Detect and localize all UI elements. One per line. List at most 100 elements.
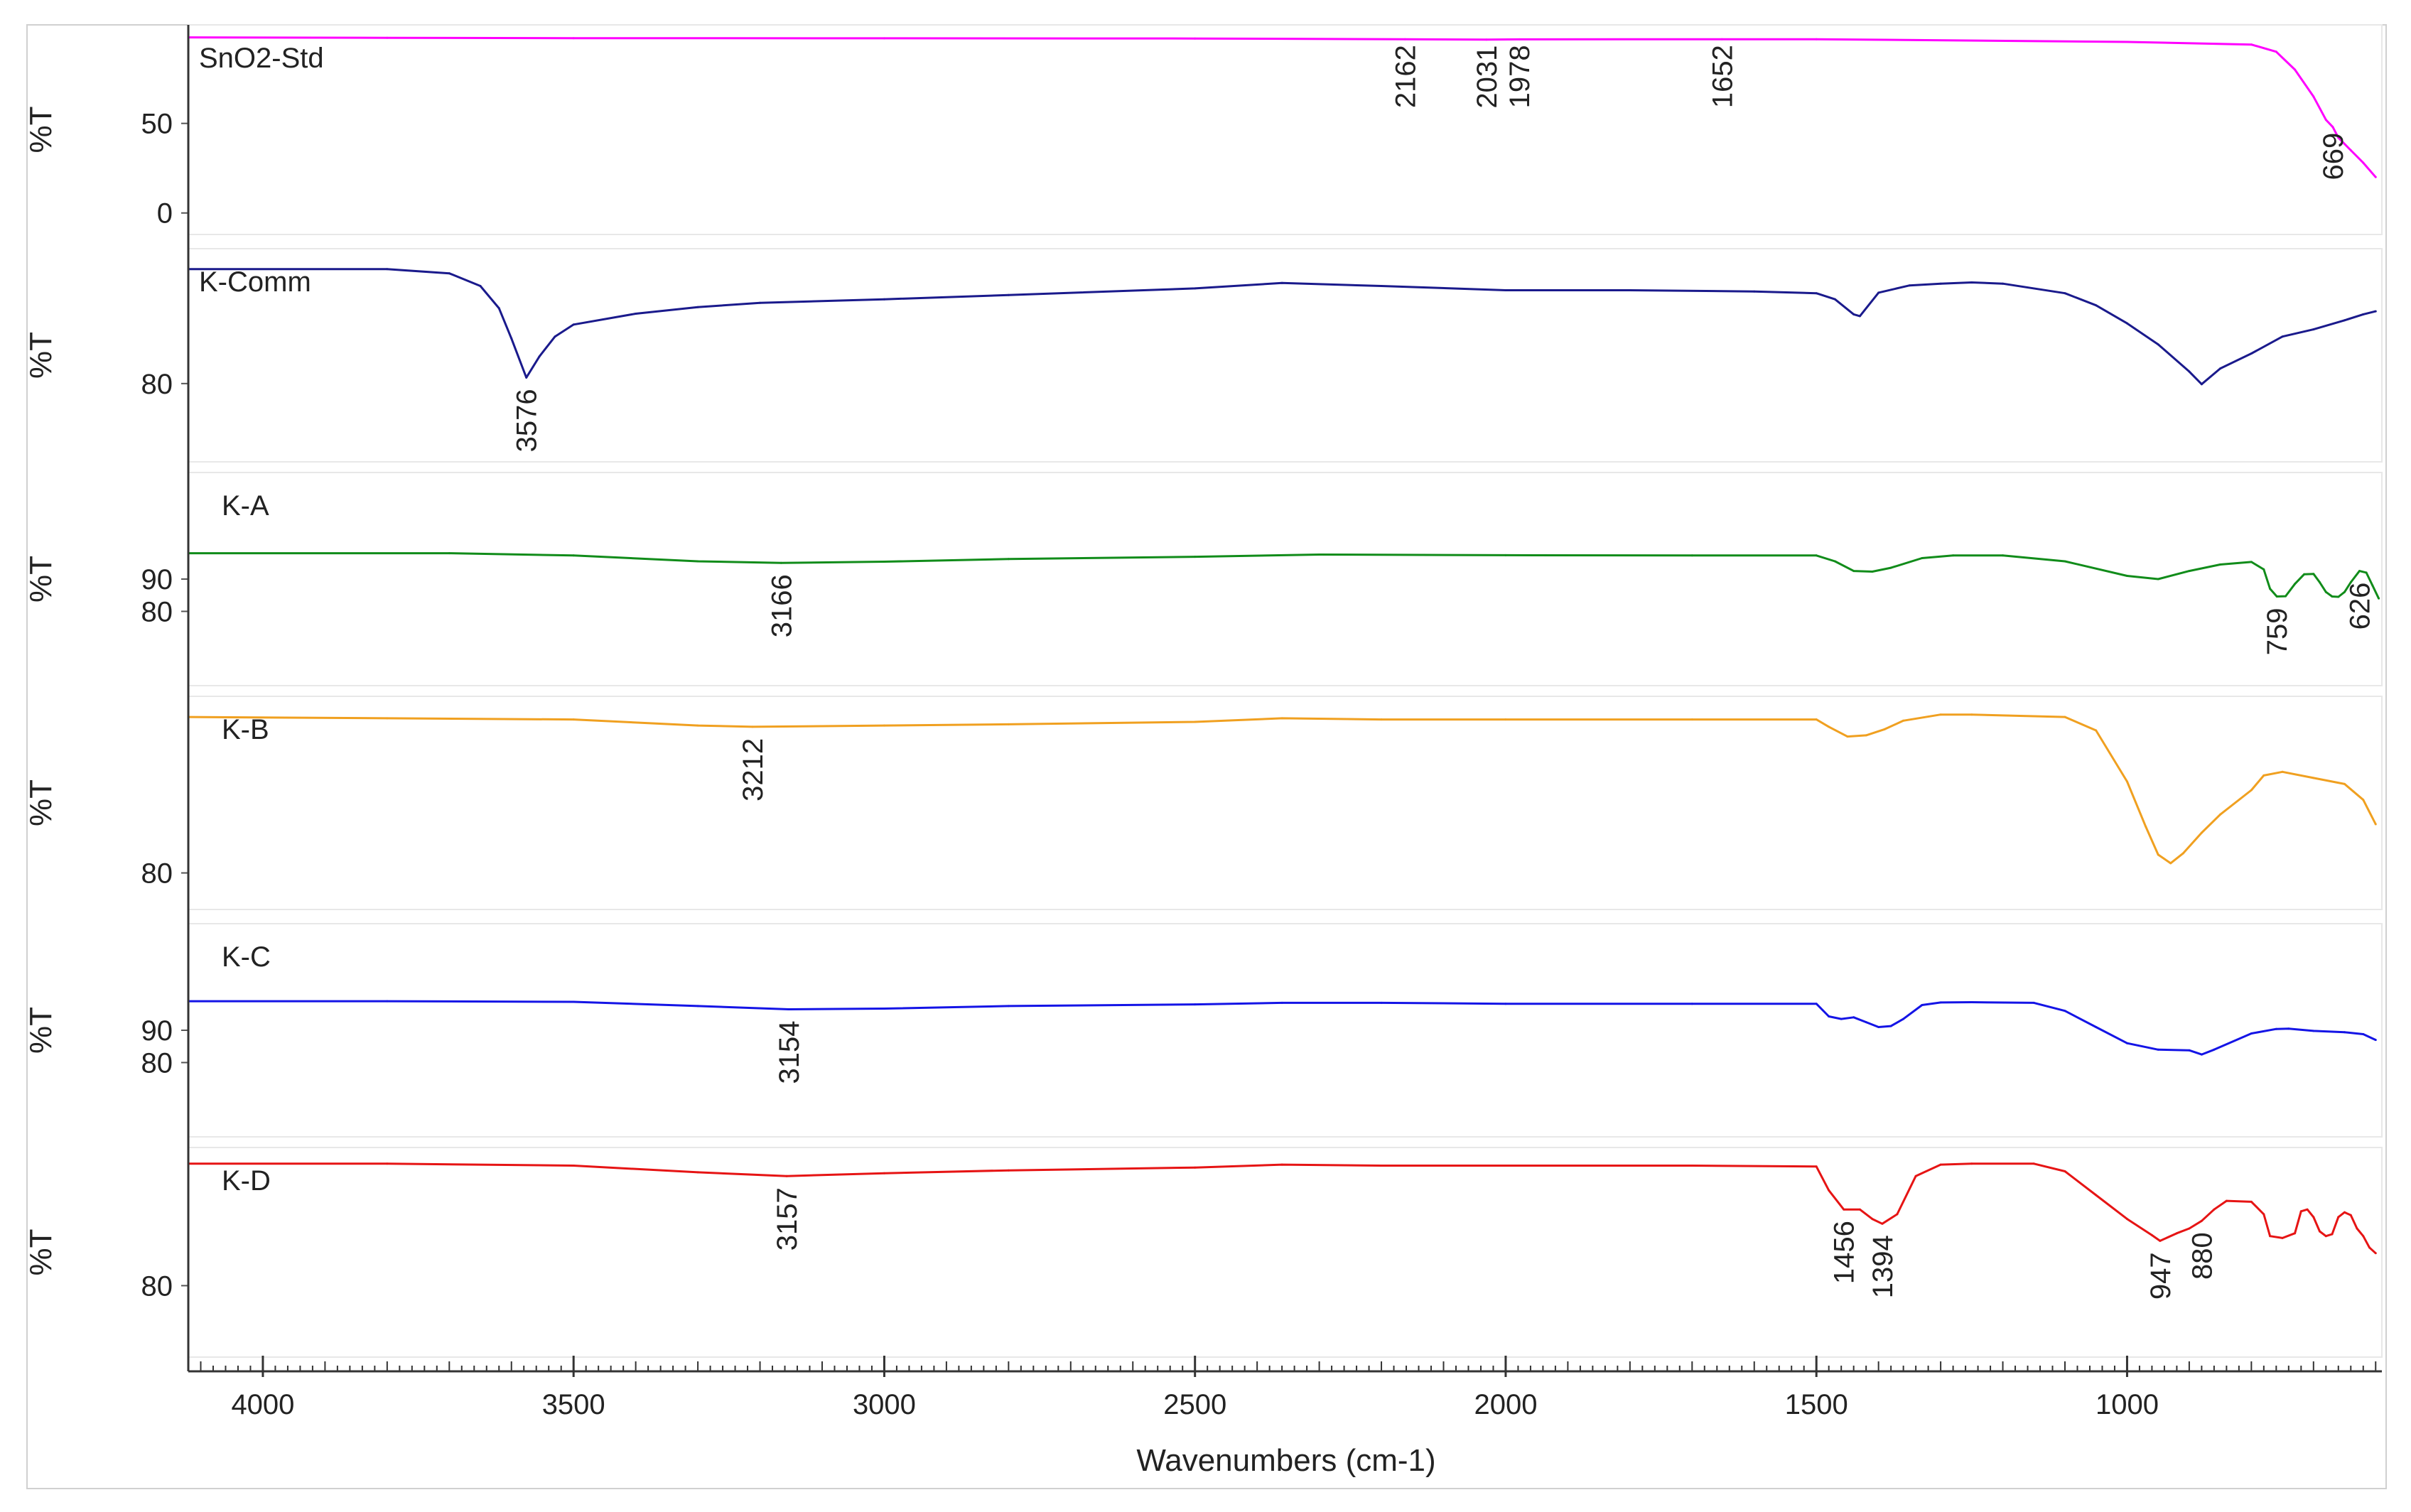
data-point-sno2-std-8 bbox=[1720, 38, 1723, 40]
x-tick-label-2000: 2000 bbox=[1474, 1389, 1537, 1420]
x-tick-label-3000: 3000 bbox=[853, 1389, 916, 1420]
data-point-sno2-std-11 bbox=[2250, 43, 2253, 46]
data-point-k-c-24 bbox=[2064, 1010, 2066, 1012]
data-point-k-b-30 bbox=[2262, 774, 2265, 777]
data-point-sno2-std-2 bbox=[572, 37, 575, 40]
y-axis-label-k-c: %T bbox=[23, 1007, 58, 1054]
data-point-k-b-8 bbox=[1280, 717, 1283, 720]
data-point-sno2-std-18 bbox=[2349, 149, 2352, 151]
data-point-k-d-50 bbox=[2374, 1252, 2377, 1255]
peak-label-k-a-626: 626 bbox=[2345, 583, 2376, 630]
data-point-k-b-32 bbox=[2312, 777, 2315, 779]
data-point-k-comm-8 bbox=[554, 335, 556, 338]
data-point-k-b-11 bbox=[1690, 718, 1693, 721]
data-point-k-b-7 bbox=[1194, 720, 1197, 723]
series-line-k-c bbox=[188, 1000, 2376, 1056]
panel-frame-k-c bbox=[188, 923, 2383, 1138]
y-tick-label-k-d-80: 80 bbox=[141, 1270, 173, 1302]
data-point-k-comm-34 bbox=[2188, 370, 2191, 373]
data-point-k-d-30 bbox=[2200, 1219, 2203, 1222]
data-point-k-a-13 bbox=[1852, 570, 1855, 573]
data-point-k-a-24 bbox=[2250, 561, 2253, 563]
data-point-sno2-std-12 bbox=[2275, 50, 2277, 53]
data-point-k-a-35 bbox=[2337, 595, 2340, 598]
data-point-k-a-9 bbox=[1504, 554, 1507, 556]
data-point-k-a-34 bbox=[2331, 595, 2334, 598]
data-point-k-comm-29 bbox=[2002, 282, 2005, 285]
data-point-k-comm-39 bbox=[2312, 328, 2315, 331]
data-point-k-d-15 bbox=[1858, 1208, 1861, 1211]
data-point-k-a-26 bbox=[2269, 588, 2272, 590]
data-point-k-d-11 bbox=[1690, 1165, 1693, 1167]
data-point-k-comm-5 bbox=[510, 337, 513, 340]
y-tick-label-k-c-80: 80 bbox=[141, 1047, 173, 1079]
data-point-k-c-30 bbox=[2213, 1048, 2216, 1051]
data-point-k-comm-26 bbox=[1908, 284, 1911, 287]
panel-sno2-std: 0 50 %T SnO2-Std 2162 2031 1978 1652 669 bbox=[23, 24, 2383, 235]
y-axis-label-sno2-std: %T bbox=[23, 107, 58, 153]
data-point-k-c-8 bbox=[1280, 1001, 1283, 1004]
panel-frame-sno2-std bbox=[188, 24, 2383, 235]
data-point-k-d-12 bbox=[1815, 1165, 1818, 1168]
data-point-k-d-2 bbox=[572, 1165, 575, 1167]
panels-layer: 0 50 %T SnO2-Std 2162 2031 1978 1652 669 80 %T K-Co… bbox=[23, 24, 2383, 1358]
data-point-k-c-12 bbox=[1815, 1003, 1818, 1005]
data-point-k-a-16 bbox=[1921, 557, 1924, 559]
data-point-k-d-1 bbox=[386, 1162, 389, 1165]
data-point-k-c-31 bbox=[2250, 1032, 2253, 1035]
data-point-k-comm-36 bbox=[2219, 367, 2222, 370]
data-point-sno2-std-9 bbox=[1815, 38, 1818, 40]
data-point-k-d-14 bbox=[1843, 1208, 1845, 1211]
data-point-k-b-4 bbox=[751, 725, 754, 728]
data-point-k-c-2 bbox=[572, 1000, 575, 1003]
data-point-k-d-10 bbox=[1504, 1165, 1507, 1167]
data-point-k-comm-6 bbox=[525, 376, 528, 379]
data-point-sno2-std-20 bbox=[2374, 176, 2377, 178]
data-point-k-b-16 bbox=[1883, 728, 1886, 730]
peak-label-sno2-std-1978: 1978 bbox=[1504, 45, 1536, 108]
y-axis-label-k-comm: %T bbox=[23, 332, 58, 379]
data-point-k-b-20 bbox=[2064, 716, 2066, 718]
data-point-sno2-std-5 bbox=[1403, 38, 1406, 40]
data-point-k-a-39 bbox=[2365, 571, 2368, 574]
data-point-k-c-32 bbox=[2275, 1027, 2277, 1030]
data-point-k-b-10 bbox=[1504, 718, 1507, 721]
data-point-k-d-36 bbox=[2281, 1236, 2284, 1239]
data-point-k-b-23 bbox=[2145, 825, 2147, 828]
data-point-k-d-46 bbox=[2349, 1214, 2352, 1216]
data-point-k-comm-40 bbox=[2343, 319, 2346, 322]
data-point-k-a-2 bbox=[572, 554, 575, 557]
data-point-k-b-28 bbox=[2219, 813, 2222, 816]
data-point-k-d-38 bbox=[2299, 1210, 2302, 1213]
data-point-k-c-3 bbox=[696, 1005, 699, 1008]
series-line-k-a bbox=[188, 552, 2380, 599]
series-name-k-c: K-C bbox=[222, 941, 271, 973]
data-point-k-a-5 bbox=[883, 561, 885, 563]
data-point-k-comm-37 bbox=[2250, 352, 2253, 355]
data-point-k-a-4 bbox=[780, 561, 782, 564]
data-point-k-b-31 bbox=[2281, 770, 2284, 773]
data-point-k-c-35 bbox=[2343, 1031, 2346, 1034]
x-tick-label-2500: 2500 bbox=[1163, 1389, 1226, 1420]
data-point-k-comm-33 bbox=[2157, 343, 2159, 346]
data-point-k-comm-27 bbox=[1939, 282, 1942, 285]
peak-label-k-d-1456: 1456 bbox=[1829, 1221, 1860, 1284]
data-point-k-d-34 bbox=[2262, 1213, 2265, 1216]
data-point-sno2-std-13 bbox=[2294, 68, 2297, 71]
data-point-sno2-std-16 bbox=[2331, 126, 2334, 129]
x-tick-label-3500: 3500 bbox=[542, 1389, 605, 1420]
y-tick-label-sno2-std-50: 50 bbox=[141, 109, 173, 140]
data-point-k-a-36 bbox=[2343, 590, 2346, 593]
series-name-k-d: K-D bbox=[222, 1165, 271, 1197]
data-point-k-comm-4 bbox=[497, 307, 500, 310]
data-point-k-c-28 bbox=[2188, 1049, 2191, 1052]
data-point-k-c-11 bbox=[1690, 1003, 1693, 1005]
data-point-k-a-37 bbox=[2349, 581, 2352, 583]
data-point-k-c-29 bbox=[2200, 1053, 2203, 1056]
data-point-k-a-30 bbox=[2303, 573, 2306, 576]
peak-label-sno2-std-2162: 2162 bbox=[1390, 45, 1421, 108]
peak-label-k-d-3157: 3157 bbox=[772, 1187, 803, 1251]
data-point-k-d-22 bbox=[2032, 1162, 2035, 1165]
data-point-k-comm-24 bbox=[1858, 315, 1861, 318]
